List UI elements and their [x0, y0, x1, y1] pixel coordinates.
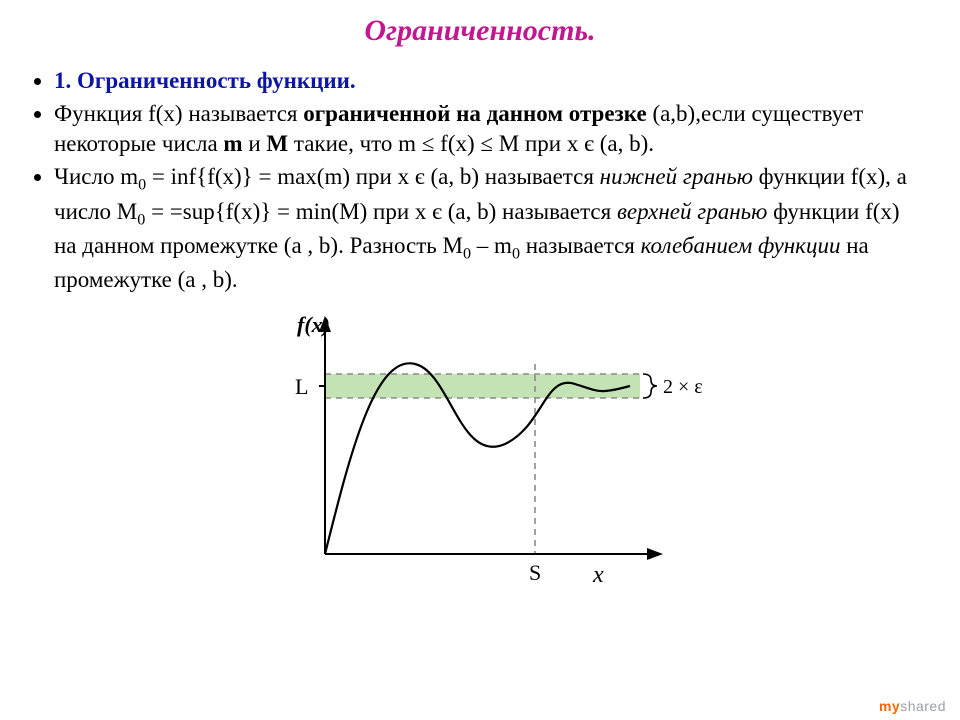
x-label: x [592, 562, 604, 588]
fx-label: f(x) [297, 312, 330, 337]
bullet-1: 1. Ограниченность функции. [54, 66, 924, 95]
watermark-shared: shared [900, 698, 946, 714]
bullet-3: Число m0 = inf{f(x)} = max(m) при x є (a… [54, 162, 924, 294]
epsilon-brace [643, 374, 657, 398]
x-axis-arrow [647, 548, 663, 560]
bullet-2: Функция f(x) называется ограниченной на … [54, 99, 924, 158]
watermark-my: my [879, 698, 900, 714]
s-label: S [529, 560, 541, 585]
l-label: L [295, 374, 308, 399]
slide: Ограниченность. 1. Ограниченность функци… [0, 0, 960, 720]
bullet-list: 1. Ограниченность функции. Функция f(x) … [28, 66, 932, 294]
figure-container: f(x) L S x 2 × ε [28, 304, 932, 609]
epsilon-band [325, 374, 640, 398]
limit-figure: f(x) L S x 2 × ε [245, 304, 715, 604]
slide-title: Ограниченность. [28, 14, 932, 48]
epsilon-label: 2 × ε [663, 376, 703, 398]
watermark: myshared [879, 698, 946, 714]
